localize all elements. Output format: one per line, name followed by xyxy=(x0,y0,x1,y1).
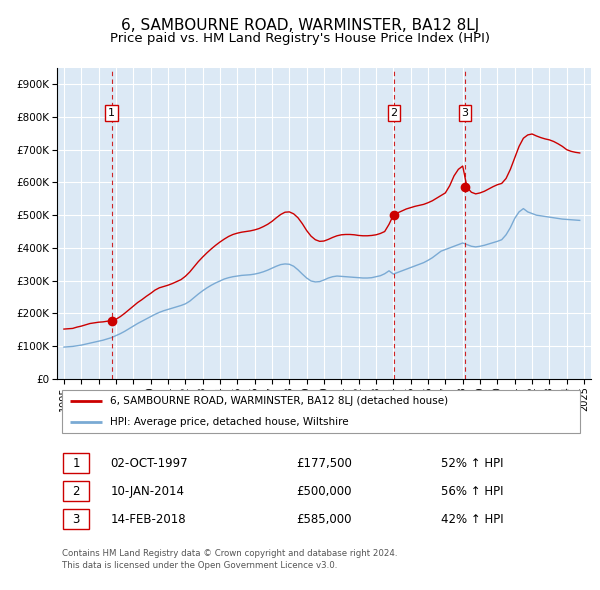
Text: 2: 2 xyxy=(73,484,80,497)
Text: 1: 1 xyxy=(108,108,115,118)
Text: 3: 3 xyxy=(461,108,468,118)
Text: 1: 1 xyxy=(73,457,80,470)
FancyBboxPatch shape xyxy=(64,453,89,473)
Text: £500,000: £500,000 xyxy=(296,484,352,497)
Text: 3: 3 xyxy=(73,513,80,526)
Text: 6, SAMBOURNE ROAD, WARMINSTER, BA12 8LJ: 6, SAMBOURNE ROAD, WARMINSTER, BA12 8LJ xyxy=(121,18,479,32)
FancyBboxPatch shape xyxy=(64,509,89,529)
Text: 2: 2 xyxy=(391,108,397,118)
FancyBboxPatch shape xyxy=(64,481,89,502)
Text: 6, SAMBOURNE ROAD, WARMINSTER, BA12 8LJ (detached house): 6, SAMBOURNE ROAD, WARMINSTER, BA12 8LJ … xyxy=(110,396,449,406)
Text: £177,500: £177,500 xyxy=(296,457,352,470)
Text: HPI: Average price, detached house, Wiltshire: HPI: Average price, detached house, Wilt… xyxy=(110,417,349,427)
Text: 10-JAN-2014: 10-JAN-2014 xyxy=(110,484,184,497)
Text: Contains HM Land Registry data © Crown copyright and database right 2024.
This d: Contains HM Land Registry data © Crown c… xyxy=(62,549,398,570)
Text: 52% ↑ HPI: 52% ↑ HPI xyxy=(442,457,504,470)
Text: 42% ↑ HPI: 42% ↑ HPI xyxy=(442,513,504,526)
Text: 02-OCT-1997: 02-OCT-1997 xyxy=(110,457,188,470)
Text: 14-FEB-2018: 14-FEB-2018 xyxy=(110,513,186,526)
Text: Price paid vs. HM Land Registry's House Price Index (HPI): Price paid vs. HM Land Registry's House … xyxy=(110,32,490,45)
Text: £585,000: £585,000 xyxy=(296,513,352,526)
Text: 56% ↑ HPI: 56% ↑ HPI xyxy=(442,484,504,497)
FancyBboxPatch shape xyxy=(62,391,580,433)
